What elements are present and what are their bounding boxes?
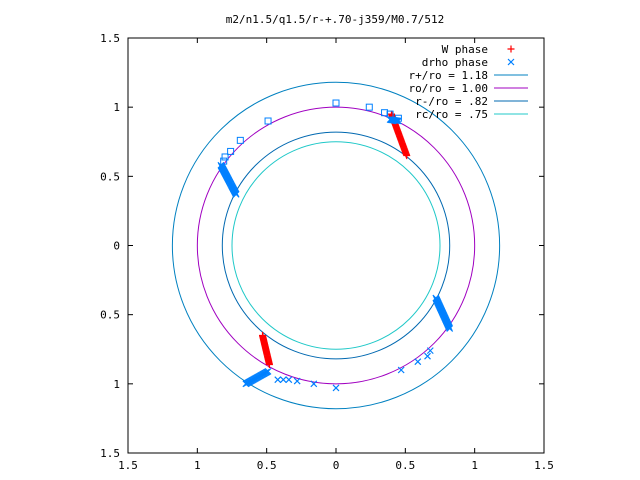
y-tick-label: 1.5 (100, 447, 120, 460)
drho-phase-point (397, 366, 405, 374)
ring-curve (231, 141, 441, 350)
square-point (264, 117, 272, 125)
legend-label: rc/ro = .75 (415, 108, 488, 121)
square-point (394, 114, 402, 122)
y-tick-label: 1.5 (100, 32, 120, 45)
x-tick-label: 1 (194, 459, 201, 472)
legend-label: r-/ro = .82 (415, 95, 488, 108)
legend-label: W phase (442, 43, 488, 56)
drho-phase-point (285, 376, 293, 384)
ring-curves (171, 81, 501, 410)
drho-phase-point (507, 58, 515, 66)
y-tick-label: 1 (113, 101, 120, 114)
w-phase-point (265, 360, 273, 368)
drho-phase-point (424, 352, 431, 360)
y-tick-label: 0 (113, 240, 120, 253)
ring-curve (171, 81, 501, 410)
x-tick-label: 1.5 (118, 459, 138, 472)
square-point (227, 147, 235, 155)
ring-curve (196, 106, 476, 385)
legend-label: r+/ro = 1.18 (409, 69, 488, 82)
drho-phase-point (293, 377, 301, 385)
y-tick-label: 0.5 (100, 309, 120, 322)
drho-phase-point (274, 376, 282, 384)
x-tick-label: 1.5 (534, 459, 554, 472)
x-tick-label: 0.5 (257, 459, 277, 472)
square-point (386, 110, 394, 118)
drho-phase-point (332, 384, 340, 392)
legend-label: drho phase (422, 56, 488, 69)
drho-phase-point (232, 190, 240, 198)
drho-phase-point (310, 380, 318, 388)
y-tick-label: 0.5 (100, 170, 120, 183)
square-point (332, 99, 340, 107)
x-tick-label: 0.5 (395, 459, 415, 472)
square-point (220, 157, 228, 165)
square-point (221, 153, 229, 161)
drho-phase-point (426, 347, 434, 355)
chart-title: m2/n1.5/q1.5/r-+.70-j359/M0.7/512 (226, 13, 445, 26)
square-point (236, 136, 244, 144)
square-point (365, 103, 373, 111)
w-phase-point (403, 152, 411, 160)
data-markers (217, 99, 454, 392)
drho-phase-point (279, 376, 287, 384)
legend-label: ro/ro = 1.00 (409, 82, 488, 95)
drho-phase-point (446, 325, 454, 332)
drho-phase-point (414, 358, 422, 366)
drho-phase-point (264, 367, 272, 375)
x-tick-label: 0 (333, 459, 340, 472)
x-tick-label: 1 (471, 459, 478, 472)
ring-curve (221, 131, 451, 360)
y-tick-label: 1 (113, 378, 120, 391)
w-phase-point (507, 45, 515, 53)
